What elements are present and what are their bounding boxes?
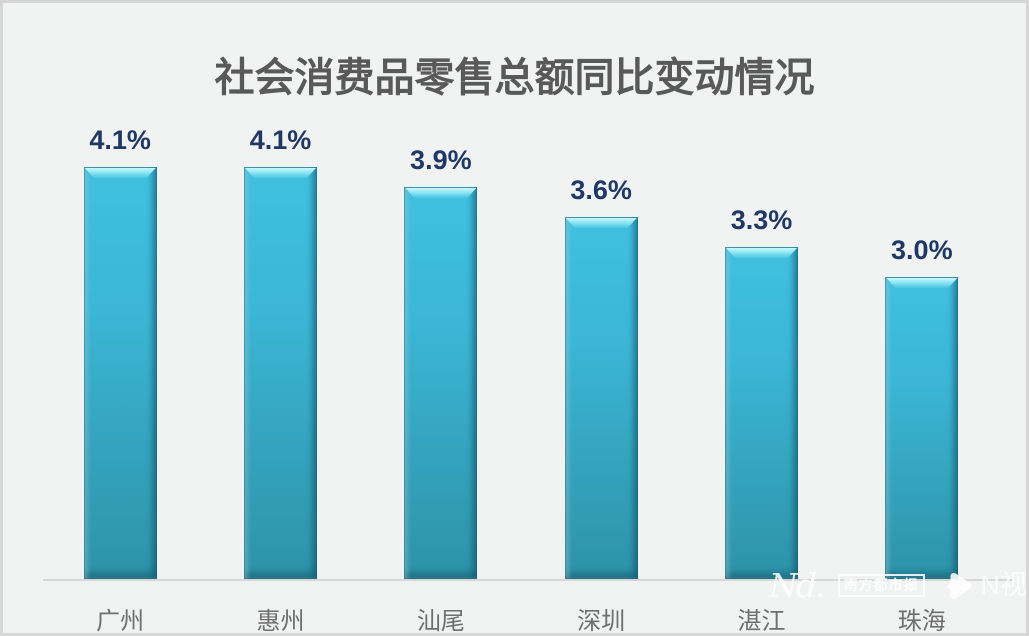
category-label-shenzhen: 深圳 — [577, 608, 626, 635]
value-label: 4.1% — [249, 125, 312, 156]
category-axis: 广州 惠州 汕尾 深圳 湛江 珠海 — [40, 601, 1002, 635]
bar-huizhou — [243, 167, 317, 579]
bar-column-guangzhou: 4.1% — [40, 3, 200, 579]
value-label: 4.1% — [89, 125, 151, 156]
bar-shenzhen — [564, 217, 638, 579]
bar-column-huizhou: 4.1% — [200, 3, 360, 579]
bar-column-shanwei: 3.9% — [361, 3, 521, 579]
bar-column-shenzhen: 3.6% — [521, 3, 681, 579]
chart-title: 社会消费品零售总额同比变动情况 — [214, 56, 815, 100]
category-label-huizhou: 惠州 — [256, 608, 305, 635]
category-label-shanwei: 汕尾 — [416, 608, 465, 635]
bar-column-zhanjiang: 3.3% — [681, 3, 841, 579]
category-label-zhanjiang: 湛江 — [737, 608, 786, 635]
category-label-guangzhou: 广州 — [96, 608, 145, 635]
bar-column-zhuhai: 3.0% — [842, 3, 1002, 579]
bar-guangzhou — [83, 167, 157, 579]
value-label: 3.9% — [410, 145, 472, 176]
value-label: 3.3% — [730, 205, 793, 236]
bar-shanwei — [404, 187, 478, 579]
value-label: 3.6% — [570, 175, 632, 206]
bar-zhanjiang — [724, 247, 798, 579]
bar-zhuhai — [885, 277, 959, 579]
value-label: 3.0% — [891, 235, 953, 266]
category-label-zhuhai: 珠海 — [897, 608, 946, 635]
x-axis-line — [43, 579, 1014, 581]
bar-chart-plot-area: 4.1% 4.1% 3.9% 3.6% 3.3% 3.0% — [40, 3, 1002, 579]
